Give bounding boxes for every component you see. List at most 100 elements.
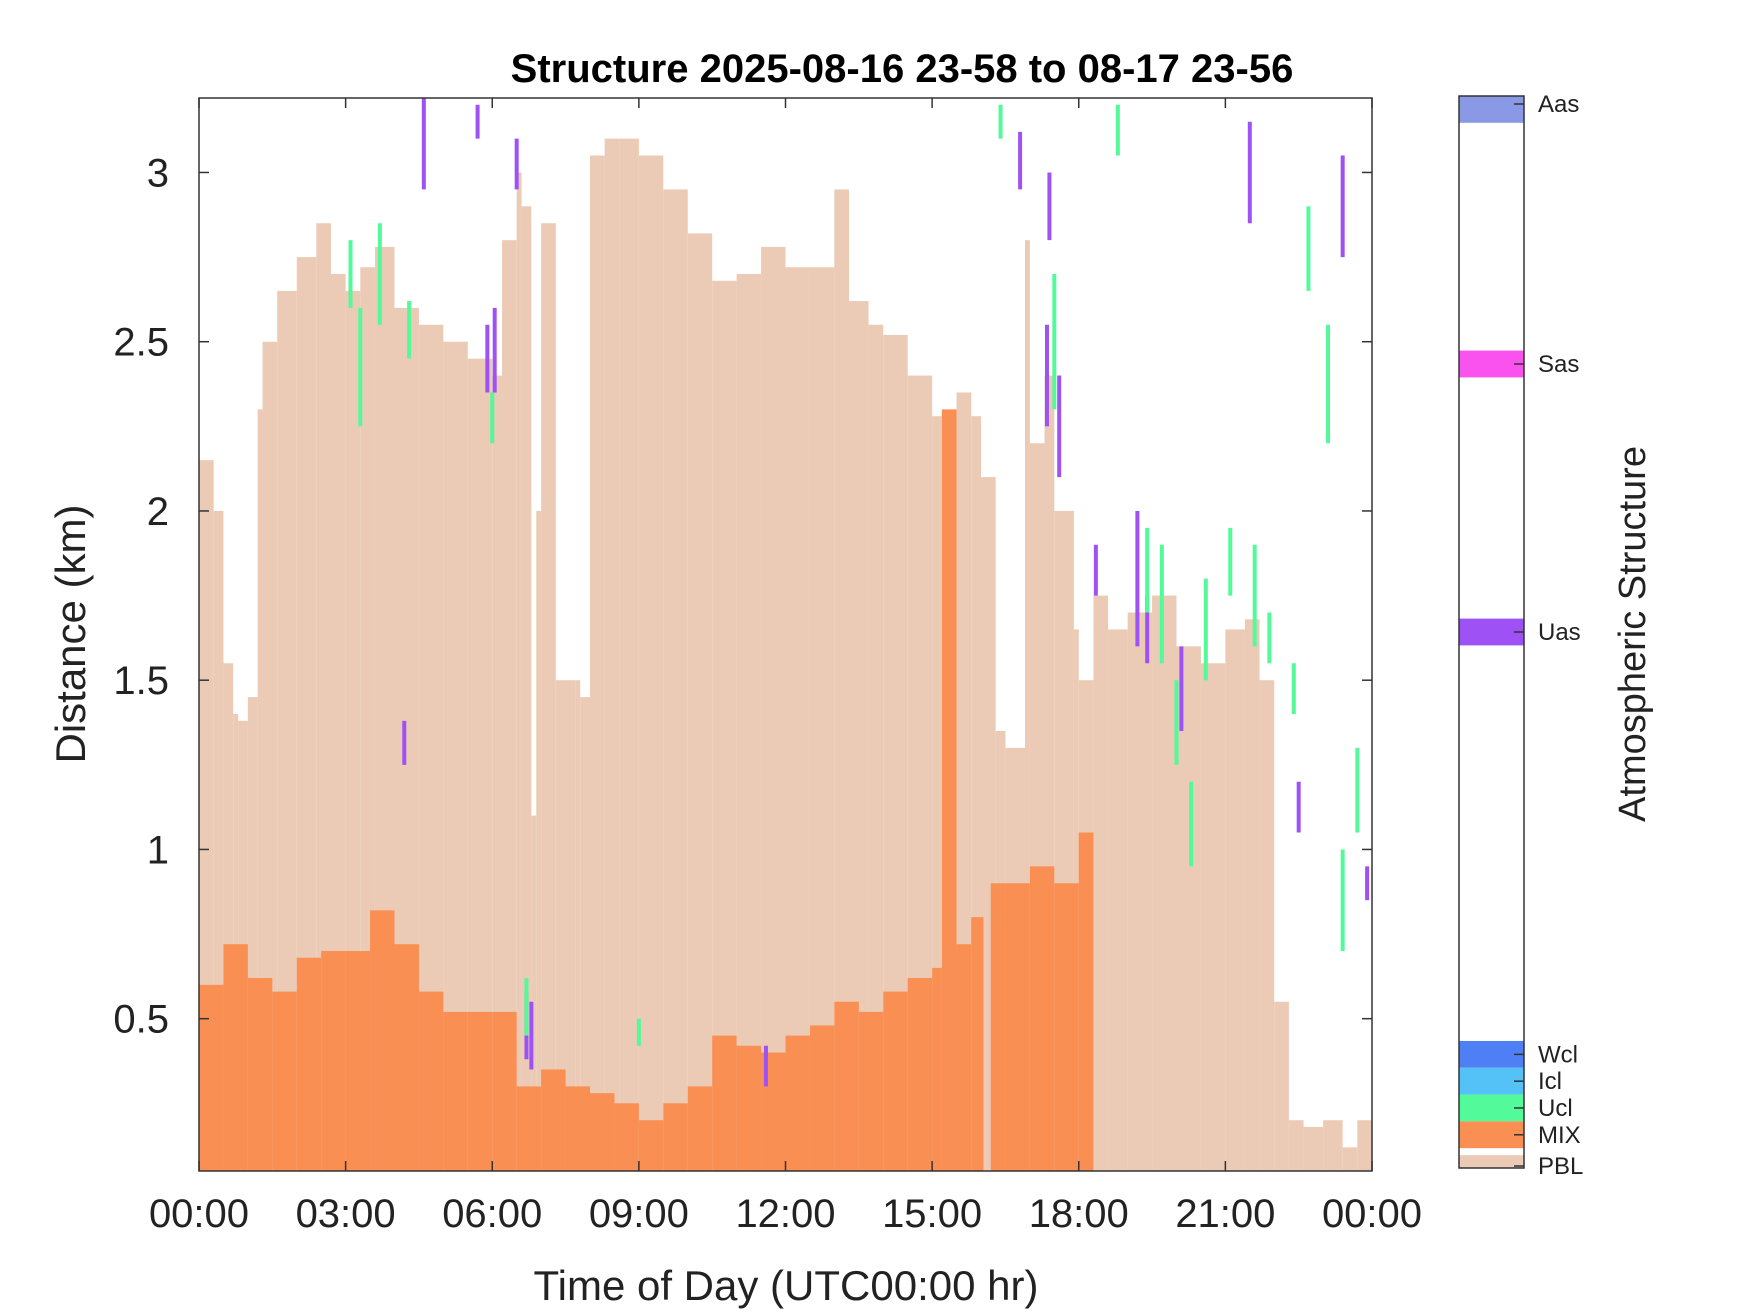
pbl-column	[971, 416, 981, 1172]
x-tick-label: 00:00	[149, 1192, 249, 1236]
mix-column	[199, 984, 224, 1171]
mix-column	[687, 1086, 713, 1171]
mix-column	[1078, 832, 1094, 1171]
y-tick-label: 1.5	[113, 659, 169, 703]
x-tick-label: 03:00	[296, 1192, 396, 1236]
pbl-column	[502, 240, 517, 1171]
colorbar-swatch-icl	[1459, 1067, 1524, 1095]
mix-column	[614, 1103, 639, 1171]
x-tick-label: 06:00	[442, 1192, 542, 1236]
pbl-column	[619, 138, 639, 1172]
mix-column	[370, 910, 395, 1171]
colorbar-label-sas: Sas	[1538, 351, 1579, 378]
pbl-column	[604, 138, 620, 1172]
pbl-column	[1024, 240, 1030, 1171]
pbl-column	[536, 510, 542, 1172]
pbl-column	[262, 341, 278, 1171]
mix-column	[541, 1069, 566, 1171]
mix-column	[467, 1011, 493, 1171]
pbl-column	[316, 223, 331, 1171]
pbl-column	[531, 815, 537, 1171]
chart-title: Structure 2025-08-16 23-58 to 08-17 23-5…	[511, 47, 1294, 91]
pbl-column	[1200, 663, 1226, 1171]
colorbar-swatch-wcl	[1459, 1040, 1524, 1068]
pbl-column	[233, 714, 239, 1171]
mix-column	[321, 950, 346, 1171]
pbl-column	[1244, 619, 1260, 1171]
pbl-column	[247, 697, 258, 1171]
colorbar-swatch-ucl	[1459, 1094, 1524, 1122]
pbl-column	[580, 697, 590, 1171]
colorbar-label-aas: Aas	[1538, 91, 1579, 118]
pbl-column	[257, 409, 263, 1171]
y-tick-label: 1	[147, 828, 169, 872]
colorbar-swatch-sas	[1459, 350, 1524, 378]
pbl-column	[277, 290, 297, 1172]
pbl-column	[834, 189, 850, 1171]
colorbar-label-pbl: PBL	[1538, 1153, 1583, 1180]
mix-column	[443, 1011, 468, 1171]
x-axis-label: Time of Day (UTC00:00 hr)	[534, 1262, 1039, 1309]
pbl-column	[1127, 612, 1153, 1171]
pbl-column	[736, 274, 762, 1172]
mix-column	[516, 1086, 542, 1171]
mix-column	[932, 967, 942, 1171]
colorbar-label: Atmospheric Structure	[1612, 446, 1654, 822]
pbl-column	[1323, 1120, 1343, 1171]
pbl-column	[1274, 1001, 1289, 1171]
x-tick-label: 18:00	[1029, 1192, 1129, 1236]
pbl-column	[521, 206, 532, 1172]
mix-column	[663, 1103, 688, 1171]
mix-column	[492, 1011, 517, 1171]
mix-column	[809, 1025, 835, 1171]
mix-column	[883, 991, 908, 1171]
mix-column	[785, 1035, 810, 1171]
pbl-column	[1093, 595, 1109, 1171]
colorbar-swatch-uas	[1459, 618, 1524, 646]
mix-column	[834, 1001, 859, 1171]
mix-column	[1054, 883, 1079, 1171]
mix-column	[941, 409, 957, 1171]
pbl-column	[1259, 680, 1275, 1171]
pbl-column	[223, 663, 234, 1171]
x-tick-label: 09:00	[589, 1192, 689, 1236]
mix-column	[638, 1120, 664, 1171]
pbl-column	[575, 680, 581, 1171]
pbl-column	[213, 510, 224, 1172]
colorbar-label-wcl: Wcl	[1538, 1041, 1578, 1068]
pbl-column	[868, 324, 884, 1171]
pbl-column	[1357, 1120, 1372, 1171]
colorbar-swatch-aas	[1459, 96, 1524, 123]
x-tick-label: 00:00	[1322, 1192, 1422, 1236]
pbl-column	[761, 246, 786, 1172]
mix-column	[296, 957, 322, 1171]
pbl-column	[492, 375, 503, 1171]
pbl-column	[541, 223, 556, 1171]
plot-area: 00:00 03:00 06:00 09:00 12:00 15:00 18:00 21:00…	[113, 97, 1422, 1236]
colorbar-label-mix: MIX	[1538, 1122, 1581, 1149]
pbl-column	[590, 155, 605, 1171]
colorbar-label-icl: Icl	[1538, 1068, 1562, 1095]
x-tick-label: 15:00	[882, 1192, 982, 1236]
mix-column	[858, 1011, 884, 1171]
pbl-column	[712, 280, 737, 1171]
pbl-column	[663, 189, 688, 1171]
mix-column	[345, 950, 371, 1171]
pbl-column	[1176, 646, 1201, 1171]
mix-column	[590, 1093, 615, 1171]
mix-series	[199, 409, 1094, 1171]
pbl-column	[516, 172, 522, 1172]
y-tick-label: 2.5	[113, 321, 169, 365]
pbl-column	[785, 267, 810, 1171]
mix-column	[1005, 883, 1030, 1171]
pbl-column	[1342, 1147, 1358, 1171]
mix-column	[736, 1045, 762, 1171]
pbl-column	[1108, 629, 1128, 1171]
y-axis-label: Distance (km)	[47, 504, 94, 763]
pbl-column	[555, 680, 576, 1171]
colorbar-frame	[1458, 95, 1525, 1169]
mix-column	[971, 917, 984, 1171]
x-axis-ticks: 00:00 03:00 06:00 09:00 12:00 15:00 18:00 21:00…	[149, 98, 1422, 1236]
